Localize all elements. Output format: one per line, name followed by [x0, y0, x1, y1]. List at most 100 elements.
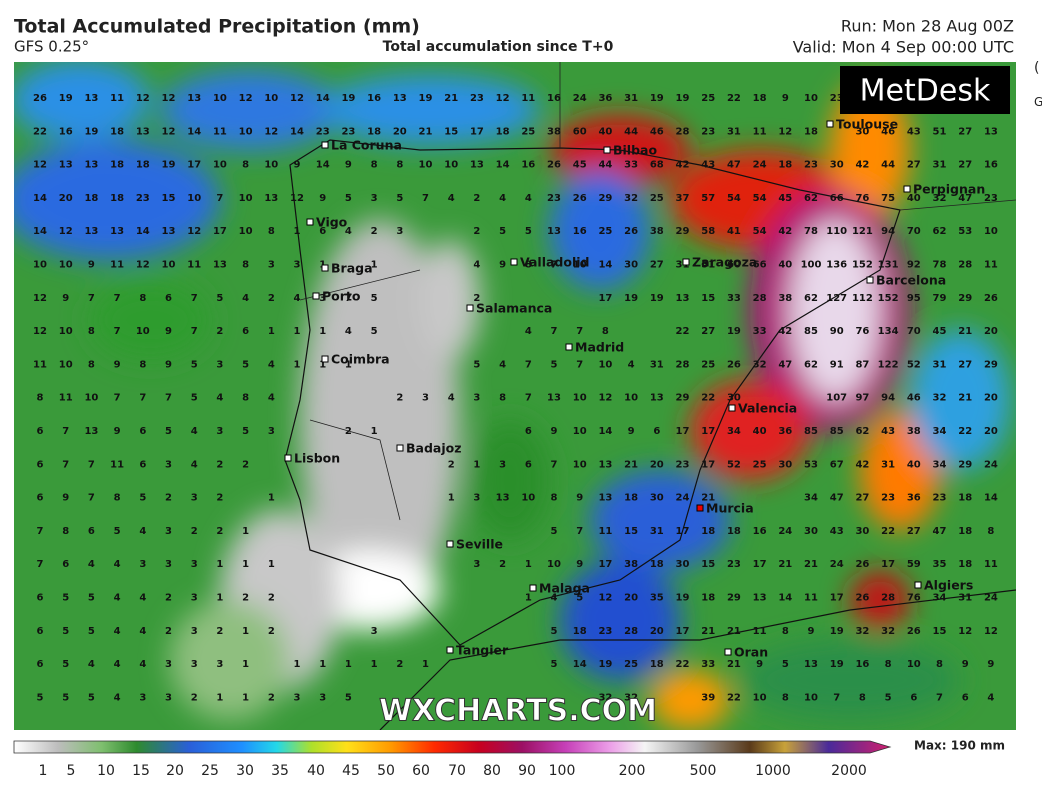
grid-value: 20 [984, 426, 998, 437]
grid-value: 24 [573, 93, 587, 104]
grid-value: 52 [727, 459, 741, 470]
city-label: Murcia [706, 501, 754, 516]
grid-value: 10 [33, 260, 47, 271]
grid-value: 19 [650, 93, 664, 104]
grid-value: 10 [598, 359, 612, 370]
grid-value: 13 [804, 659, 818, 670]
grid-value: 8 [936, 659, 943, 670]
grid-value: 10 [907, 659, 921, 670]
grid-value: 7 [62, 426, 69, 437]
grid-value: 27 [958, 126, 972, 137]
grid-value: 68 [650, 160, 664, 171]
colorbar-tick-label: 90 [518, 763, 536, 779]
grid-value: 1 [242, 692, 249, 703]
grid-value: 2 [242, 593, 249, 604]
grid-value: 34 [933, 459, 947, 470]
grid-value: 25 [624, 659, 638, 670]
grid-value: 11 [521, 93, 535, 104]
grid-value: 26 [855, 593, 869, 604]
city-label: Lisbon [294, 451, 340, 466]
grid-value: 76 [855, 326, 869, 337]
grid-value: 7 [165, 393, 172, 404]
grid-value: 34 [727, 426, 741, 437]
city-marker [603, 146, 611, 154]
grid-value: 5 [88, 626, 95, 637]
city-marker [284, 454, 292, 462]
grid-value: 35 [650, 593, 664, 604]
grid-value: 1 [371, 260, 378, 271]
grid-value: 7 [551, 260, 558, 271]
grid-value: 24 [778, 526, 792, 537]
grid-value: 13 [136, 126, 150, 137]
grid-value: 4 [628, 359, 635, 370]
colorbar [13, 740, 892, 754]
grid-value: 17 [701, 459, 715, 470]
grid-value: 19 [598, 659, 612, 670]
grid-value: 26 [547, 160, 561, 171]
grid-value: 13 [84, 93, 98, 104]
grid-value: 5 [191, 393, 198, 404]
grid-value: 11 [59, 393, 73, 404]
watermark: WXCHARTS.COM [379, 694, 657, 729]
grid-value: 43 [701, 160, 715, 171]
grid-value: 9 [576, 559, 583, 570]
grid-value: 62 [855, 426, 869, 437]
grid-value: 10 [239, 226, 253, 237]
grid-value: 10 [84, 393, 98, 404]
grid-value: 2 [268, 626, 275, 637]
grid-value: 13 [393, 93, 407, 104]
grid-value: 3 [268, 260, 275, 271]
grid-value: 5 [551, 626, 558, 637]
grid-value: 66 [830, 193, 844, 204]
grid-value: 7 [936, 692, 943, 703]
grid-value: 23 [341, 126, 355, 137]
grid-value: 23 [701, 126, 715, 137]
grid-value: 2 [165, 626, 172, 637]
grid-value: 12 [33, 293, 47, 304]
city-marker [321, 264, 329, 272]
grid-value: 122 [878, 359, 899, 370]
grid-value: 25 [701, 93, 715, 104]
grid-value: 1 [294, 226, 301, 237]
grid-value: 4 [191, 426, 198, 437]
grid-value: 152 [878, 293, 899, 304]
grid-value: 20 [393, 126, 407, 137]
grid-value: 36 [778, 426, 792, 437]
grid-value: 6 [525, 426, 532, 437]
grid-value: 11 [33, 359, 47, 370]
grid-value: 5 [499, 226, 506, 237]
grid-value: 1 [345, 359, 352, 370]
grid-value: 6 [962, 692, 969, 703]
grid-value: 7 [833, 692, 840, 703]
grid-value: 18 [753, 93, 767, 104]
grid-value: 62 [804, 293, 818, 304]
grid-value: 12 [778, 126, 792, 137]
grid-value: 6 [525, 459, 532, 470]
city-marker [446, 540, 454, 548]
grid-value: 29 [676, 226, 690, 237]
grid-value: 12 [239, 93, 253, 104]
grid-value: 29 [958, 459, 972, 470]
grid-value: 26 [855, 559, 869, 570]
grid-value: 10 [213, 160, 227, 171]
city-marker [914, 581, 922, 589]
grid-value: 9 [808, 626, 815, 637]
grid-value: 25 [650, 193, 664, 204]
grid-value: 17 [701, 426, 715, 437]
grid-value: 4 [114, 593, 121, 604]
grid-value: 17 [830, 593, 844, 604]
grid-value: 29 [676, 393, 690, 404]
grid-value: 31 [650, 526, 664, 537]
grid-value: 62 [804, 193, 818, 204]
grid-value: 136 [826, 260, 847, 271]
grid-value: 38 [650, 226, 664, 237]
grid-value: 15 [933, 626, 947, 637]
grid-value: 8 [62, 526, 69, 537]
grid-value: 42 [855, 160, 869, 171]
grid-value: 10 [573, 393, 587, 404]
grid-value: 11 [598, 526, 612, 537]
grid-value: 18 [110, 126, 124, 137]
grid-value: 6 [319, 226, 326, 237]
grid-value: 1 [216, 593, 223, 604]
grid-value: 13 [753, 593, 767, 604]
